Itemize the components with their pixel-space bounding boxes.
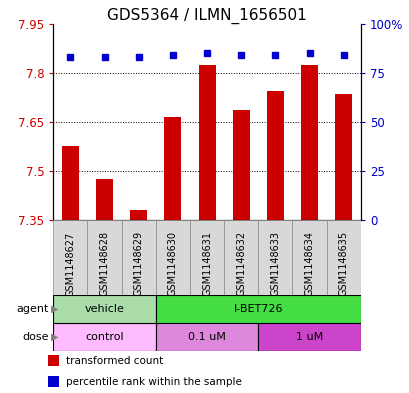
FancyBboxPatch shape	[53, 323, 155, 351]
FancyBboxPatch shape	[258, 220, 292, 295]
FancyBboxPatch shape	[224, 220, 258, 295]
Text: GSM1148635: GSM1148635	[338, 231, 348, 296]
FancyBboxPatch shape	[53, 295, 155, 323]
FancyBboxPatch shape	[121, 220, 155, 295]
Bar	[300, 64, 317, 220]
Text: ▶: ▶	[51, 304, 58, 314]
FancyBboxPatch shape	[155, 295, 360, 323]
Bar	[48, 355, 59, 366]
Text: 0.1 uM: 0.1 uM	[188, 332, 225, 342]
Text: percentile rank within the sample: percentile rank within the sample	[65, 377, 241, 387]
FancyBboxPatch shape	[87, 220, 121, 295]
Text: 1 uM: 1 uM	[295, 332, 322, 342]
Bar	[130, 210, 147, 220]
Bar	[266, 91, 283, 220]
Text: agent: agent	[17, 304, 49, 314]
Bar	[96, 179, 113, 220]
Text: GSM1148628: GSM1148628	[99, 231, 109, 296]
FancyBboxPatch shape	[53, 220, 87, 295]
FancyBboxPatch shape	[189, 220, 224, 295]
Bar	[164, 117, 181, 220]
Text: vehicle: vehicle	[84, 304, 124, 314]
Text: GSM1148629: GSM1148629	[133, 231, 144, 296]
Text: I-BET726: I-BET726	[233, 304, 282, 314]
Text: ▶: ▶	[51, 332, 58, 342]
Bar	[232, 110, 249, 220]
Text: GSM1148634: GSM1148634	[304, 231, 314, 296]
Text: dose: dose	[22, 332, 49, 342]
Text: GSM1148627: GSM1148627	[65, 231, 75, 297]
Bar	[198, 64, 215, 220]
Bar	[334, 94, 351, 220]
FancyBboxPatch shape	[326, 220, 360, 295]
Bar	[48, 376, 59, 387]
Text: GSM1148631: GSM1148631	[202, 231, 211, 296]
Bar	[62, 147, 79, 220]
Text: GSM1148632: GSM1148632	[236, 231, 246, 296]
Text: GSM1148633: GSM1148633	[270, 231, 280, 296]
Title: GDS5364 / ILMN_1656501: GDS5364 / ILMN_1656501	[107, 7, 306, 24]
FancyBboxPatch shape	[292, 220, 326, 295]
Text: GSM1148630: GSM1148630	[167, 231, 178, 296]
FancyBboxPatch shape	[258, 323, 360, 351]
FancyBboxPatch shape	[155, 323, 258, 351]
FancyBboxPatch shape	[155, 220, 189, 295]
Text: transformed count: transformed count	[65, 356, 162, 366]
Text: control: control	[85, 332, 124, 342]
